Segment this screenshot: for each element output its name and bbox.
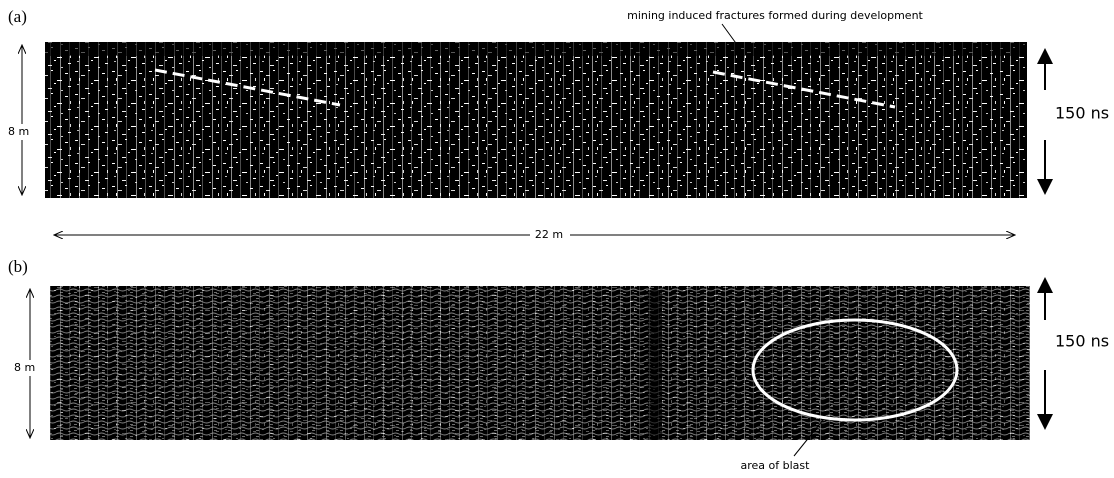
radargram-band — [648, 290, 662, 440]
scale-label: 22 m — [535, 228, 563, 241]
annotation: area of blast — [741, 459, 811, 472]
time-label: 150 ns — [1055, 104, 1109, 123]
time-label: 150 ns — [1055, 332, 1109, 351]
radargram-traces — [45, 42, 1027, 198]
page: (a) mining induced fractures formed duri… — [0, 0, 1114, 478]
depth-label: 8 m — [14, 361, 35, 374]
radargram-top — [45, 42, 1027, 56]
annotation: mining induced fractures formed during d… — [627, 9, 923, 22]
panel-label: (b) — [8, 257, 28, 276]
depth-label: 8 m — [8, 125, 29, 138]
panel-label: (a) — [8, 7, 27, 26]
figure: (a) mining induced fractures formed duri… — [0, 0, 1114, 478]
